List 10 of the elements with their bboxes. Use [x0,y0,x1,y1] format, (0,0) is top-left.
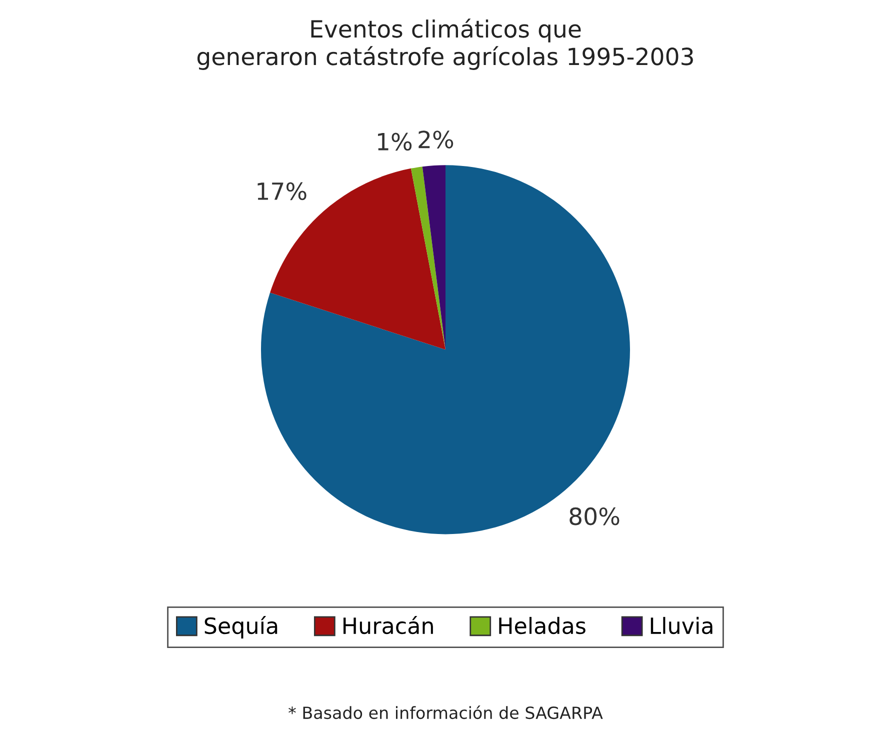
legend-label: Huracán [344,616,433,634]
legend-label: Heladas [499,616,586,634]
text: * Basado en información de SAGARPA [288,706,603,720]
data-label: 17% [258,182,306,200]
chart-title: Eventos climáticos que generaron catástrofe agrícolas 1995-2003 [197,18,693,70]
legend-label: Lluvia [650,616,712,634]
data-label: 1% [378,132,412,151]
data-label: 80% [570,507,620,526]
legend-label: Sequía [204,616,278,638]
data-label: 2% [418,130,454,148]
